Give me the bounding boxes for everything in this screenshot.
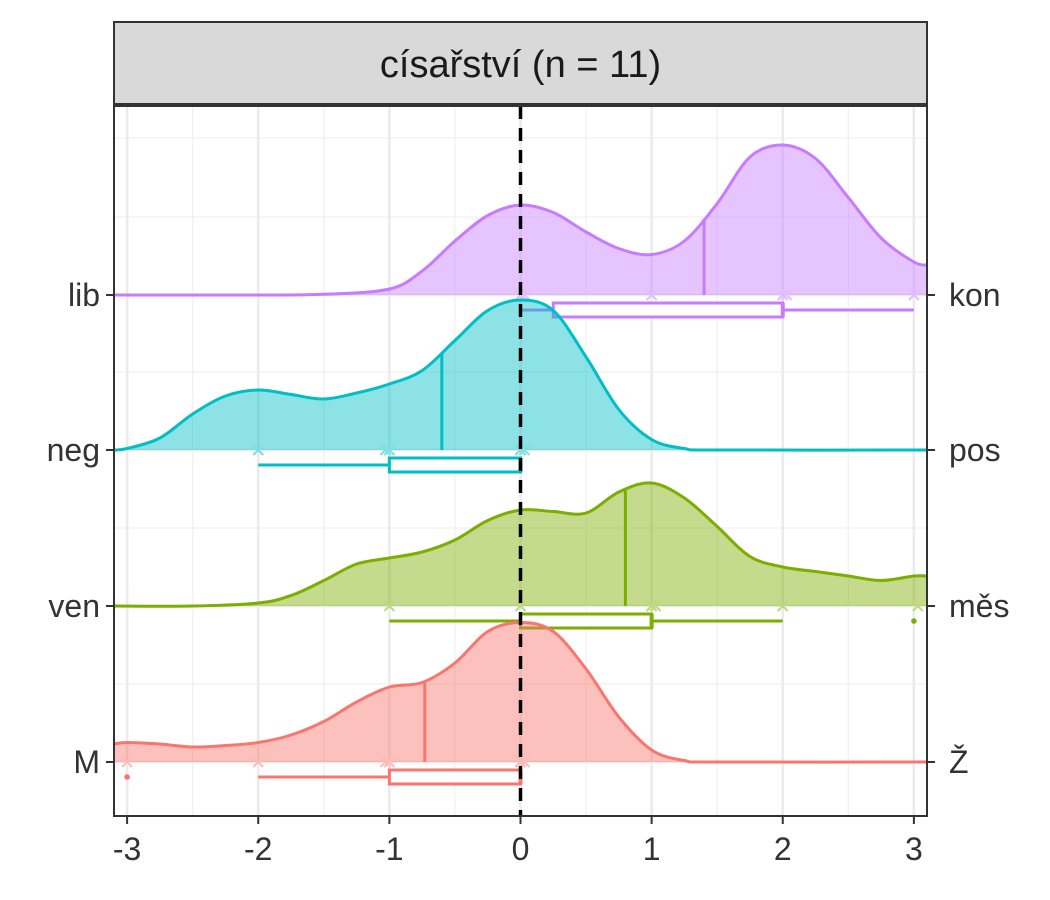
data-point bbox=[514, 600, 527, 612]
data-point bbox=[379, 444, 392, 456]
x-tick-label: -2 bbox=[244, 831, 272, 867]
density-row bbox=[113, 481, 928, 630]
left-category-label: M bbox=[73, 744, 100, 780]
x-tick-label: 3 bbox=[905, 831, 923, 867]
strip-title: císařství (n = 11) bbox=[380, 44, 661, 86]
left-category-label: lib bbox=[68, 277, 100, 313]
data-point bbox=[780, 289, 793, 301]
right-category-label: kon bbox=[949, 277, 1001, 313]
left-category-label: ven bbox=[48, 588, 100, 624]
data-point bbox=[908, 289, 920, 301]
data-point bbox=[645, 289, 658, 301]
data-point bbox=[383, 444, 396, 456]
data-point bbox=[514, 756, 527, 768]
right-category-label: Ž bbox=[949, 744, 969, 780]
data-point bbox=[383, 600, 396, 612]
density-row bbox=[113, 620, 928, 786]
strip-background bbox=[113, 21, 928, 105]
x-tick-label: 1 bbox=[643, 831, 661, 867]
data-point bbox=[252, 444, 264, 456]
density-curve bbox=[113, 620, 928, 764]
data-point bbox=[645, 600, 658, 612]
x-tick-label: 2 bbox=[774, 831, 792, 867]
box-body bbox=[551, 301, 785, 319]
box-body bbox=[387, 768, 522, 786]
density-curve bbox=[113, 298, 928, 452]
data-point bbox=[514, 444, 527, 456]
right-category-label: měs bbox=[949, 588, 1009, 624]
data-point bbox=[121, 756, 133, 768]
data-point bbox=[777, 600, 789, 612]
x-tick-label: -1 bbox=[375, 831, 403, 867]
x-tick-label: -3 bbox=[113, 831, 141, 867]
density-area bbox=[114, 482, 927, 607]
data-point bbox=[649, 600, 662, 612]
data-point bbox=[777, 289, 789, 301]
axes: lib kon neg pos ven měs M Ž -3 -2 -1 0 1 2 3 bbox=[47, 277, 1010, 867]
x-tick-label: 0 bbox=[512, 831, 530, 867]
right-category-label: pos bbox=[949, 432, 1001, 468]
box-outlier bbox=[124, 774, 130, 780]
box-body bbox=[387, 456, 522, 474]
data-point bbox=[518, 756, 531, 768]
data-point bbox=[379, 756, 392, 768]
data-point bbox=[252, 756, 264, 768]
left-category-label: neg bbox=[47, 432, 100, 468]
density-curve bbox=[113, 481, 928, 608]
data-point bbox=[912, 600, 924, 612]
density-curve bbox=[113, 143, 928, 297]
density-area bbox=[114, 622, 927, 763]
data-point bbox=[383, 756, 396, 768]
box-outlier bbox=[911, 618, 917, 624]
